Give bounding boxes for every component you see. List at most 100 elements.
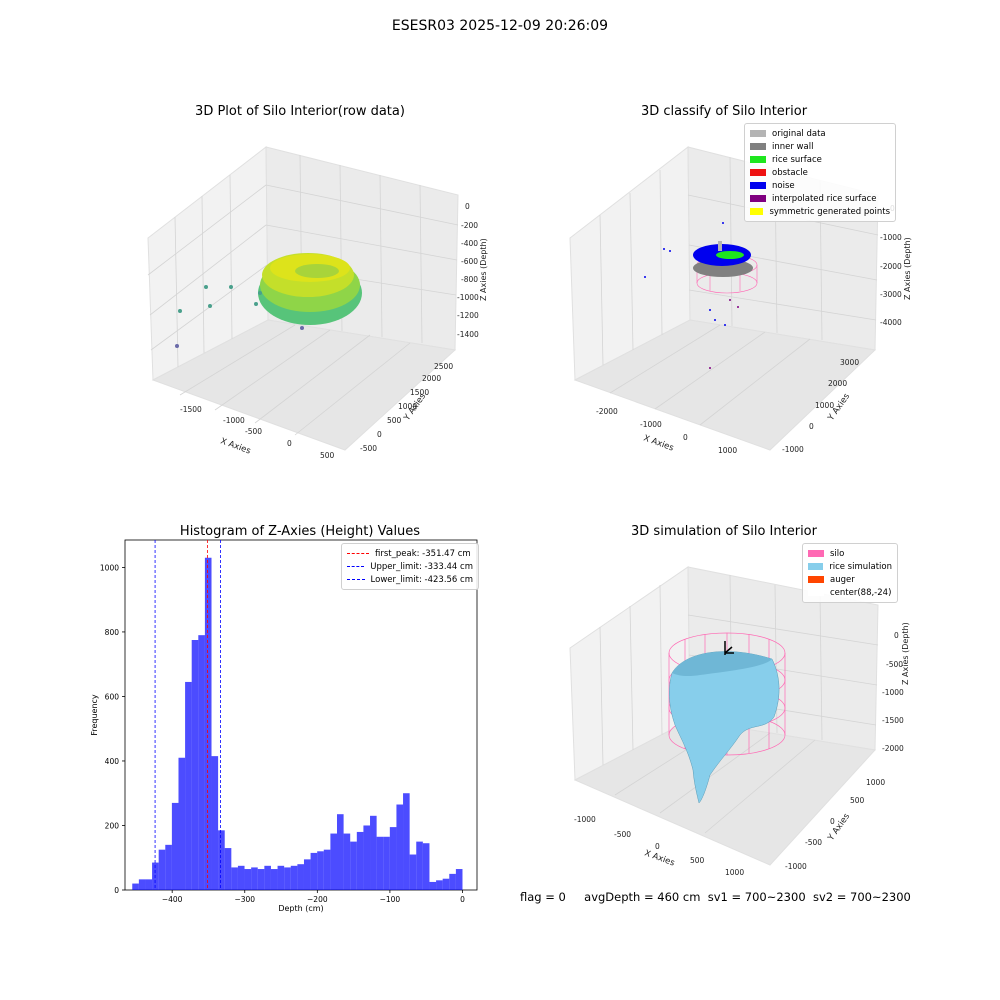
simulation-x-tick: 500 [690, 856, 705, 865]
raw-y-tick: 2500 [434, 362, 453, 371]
classify-y-tick: 1000 [815, 401, 834, 410]
histogram-bar [317, 851, 324, 890]
histogram-bar [370, 815, 377, 890]
legend-label: original data [772, 128, 826, 139]
raw-z-label: Z Axies (Depth) [479, 238, 488, 301]
histogram-bar [363, 825, 371, 890]
histogram-bar [145, 879, 153, 890]
classify-noise-band [693, 241, 751, 266]
histogram-y-tick-label: 800 [105, 628, 120, 637]
legend-label: Lower_limit: -423.56 cm [370, 574, 473, 585]
histogram-bar [310, 852, 318, 890]
histogram-x-ticks: −400 −300 −200 −100 0 [162, 890, 465, 904]
legend-entry: first_peak: -351.47 cm [347, 547, 473, 560]
legend-label: obstacle [772, 167, 808, 178]
status-sv2: sv2 = 700~2300 [812, 890, 911, 904]
histogram-bar [356, 831, 364, 890]
raw-3d-panes [147, 145, 459, 451]
legend-entry: interpolated rice surface [750, 192, 890, 205]
histogram-y-tick-label: 200 [105, 821, 120, 830]
simulation-x-label: X Axies [643, 848, 676, 868]
simulation-y-tick: 1000 [866, 778, 885, 787]
legend-label: inner wall [772, 141, 814, 152]
simulation-legend: silo rice simulation auger center(88,-24… [802, 543, 898, 603]
legend-entry: auger [808, 573, 892, 586]
auger-marker [724, 641, 734, 655]
raw-z-tick: -600 [461, 257, 478, 266]
histogram-bar [218, 830, 225, 890]
raw-x-label: X Axies [219, 436, 252, 456]
histogram-bar [132, 883, 139, 890]
legend-label: first_peak: -351.47 cm [375, 548, 471, 559]
histogram-bar [257, 869, 265, 890]
simulation-y-tick: -500 [805, 838, 822, 847]
classify-scatter-points [644, 222, 739, 369]
simulation-plot-title: 3D simulation of Silo Interior [631, 524, 817, 539]
legend-entry: silo [808, 547, 892, 560]
simulation-z-tick: 0 [894, 631, 899, 640]
histogram-y-tick-label: 600 [105, 692, 120, 701]
histogram-x-label: Depth (cm) [278, 904, 323, 913]
legend-entry: symmetric generated points [750, 205, 890, 218]
simulation-z-tick: -500 [886, 660, 903, 669]
histogram-bar [224, 848, 232, 890]
raw-y-tick: 1500 [410, 388, 429, 397]
histogram-bar [350, 841, 357, 890]
raw-z-tick: -400 [461, 239, 478, 248]
histogram-bar [449, 873, 456, 890]
classify-y-tick: 2000 [828, 379, 847, 388]
raw-x-tick: -500 [245, 427, 262, 436]
classify-x-tick: -1000 [640, 420, 662, 429]
simulation-rice-top [672, 651, 772, 677]
classify-z-tick: -1000 [880, 233, 902, 242]
histogram-bar [264, 865, 271, 890]
histogram-bar [191, 640, 199, 890]
legend-swatch [750, 182, 766, 189]
raw-plot-title: 3D Plot of Silo Interior(row data) [195, 104, 405, 119]
legend-label: interpolated rice surface [772, 193, 877, 204]
histogram-bar [211, 756, 219, 890]
legend-label: rice simulation [829, 561, 892, 572]
classify-y-tick: -1000 [782, 445, 804, 454]
status-line: flag = 0 avgDepth = 460 cm sv1 = 700~230… [520, 890, 911, 904]
simulation-y-tick: 0 [830, 817, 835, 826]
legend-label: symmetric generated points [769, 206, 890, 217]
histogram-bar [165, 844, 172, 890]
histogram-bar [204, 557, 212, 890]
histogram-bar [284, 867, 291, 890]
legend-line [347, 579, 365, 580]
histogram-bar [389, 827, 397, 890]
classify-z-axis: 0 -1000 -2000 -3000 -4000 Z Axies (Depth… [880, 204, 912, 327]
legend-swatch [750, 156, 766, 163]
histogram-bar [416, 841, 423, 890]
status-sv1: sv1 = 700~2300 [707, 890, 806, 904]
simulation-rice-surface [669, 651, 780, 804]
classify-y-tick: 0 [809, 422, 814, 431]
simulation-x-tick: -1000 [574, 815, 596, 824]
raw-cloud-hole [295, 264, 339, 278]
classify-x-tick: 0 [683, 433, 688, 442]
simulation-x-tick: 1000 [725, 868, 744, 877]
histogram-legend: first_peak: -351.47 cm Upper_limit: -333… [341, 543, 479, 590]
legend-swatch [808, 576, 824, 583]
legend-line [347, 553, 369, 554]
histogram-x-tick-label: −400 [162, 895, 183, 904]
histogram-bar [330, 833, 337, 890]
legend-label: Upper_limit: -333.44 cm [370, 561, 473, 572]
histogram-bar [297, 864, 304, 890]
legend-entry: Upper_limit: -333.44 cm [347, 560, 473, 573]
histogram-bar [158, 849, 166, 890]
histogram-bar [442, 878, 450, 890]
histogram-bar [198, 635, 205, 890]
legend-entry: inner wall [750, 140, 890, 153]
histogram-y-ticks: 0 200 400 600 800 1000 [100, 563, 125, 895]
raw-point-cloud [258, 253, 362, 325]
simulation-x-tick: 0 [655, 842, 660, 851]
histogram-bar [290, 865, 298, 890]
histogram-x-tick-label: −300 [234, 895, 255, 904]
status-flag: flag = 0 [520, 890, 566, 904]
raw-z-tick: 0 [465, 202, 470, 211]
legend-swatch [808, 550, 824, 557]
simulation-y-tick: -1000 [785, 862, 807, 871]
raw-z-axis: 0 -200 -400 -600 -800 -1000 -1200 -1400 … [457, 202, 488, 339]
